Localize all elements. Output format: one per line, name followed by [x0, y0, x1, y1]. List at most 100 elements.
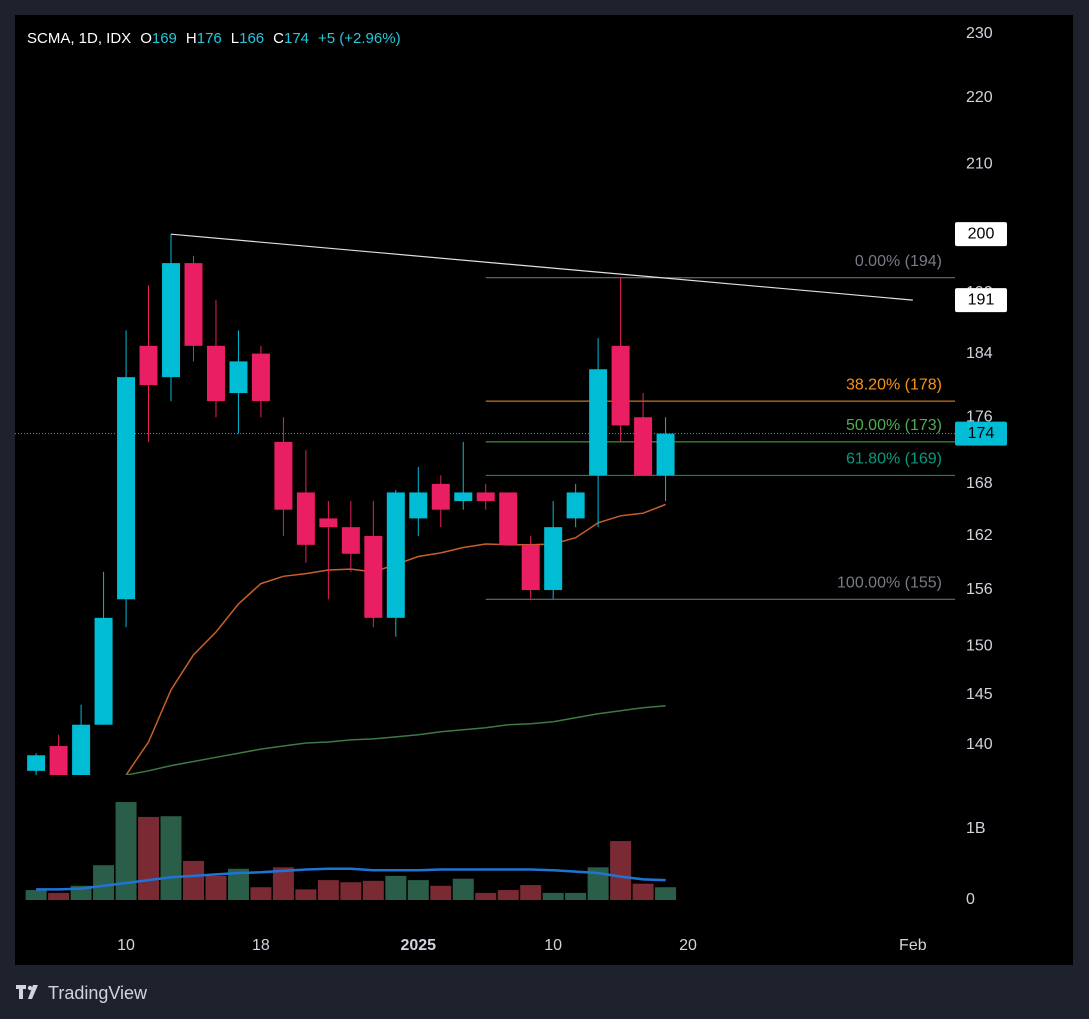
price-box-label: 191	[968, 291, 995, 308]
chart-header: SCMA, 1D, IDX O169 H176 L166 C174 +5 (+2.96%)	[27, 30, 401, 47]
volume-bar	[250, 887, 272, 900]
price-box	[955, 222, 1007, 247]
volume-bar	[205, 875, 227, 900]
legend-change: +5 (+2.96%)	[318, 30, 401, 47]
brand: TradingView	[48, 983, 148, 1003]
volume-bar	[25, 890, 47, 900]
y-tick-label: 162	[966, 527, 993, 544]
y-tick-label: 176	[966, 408, 993, 425]
volume-tick-label: 0	[966, 891, 975, 908]
legend-value: 176	[197, 30, 222, 47]
volume-bar	[362, 880, 384, 900]
candle-body	[27, 755, 46, 771]
chart-panel	[15, 15, 1073, 965]
volume-bar	[93, 865, 115, 900]
candle-body	[251, 353, 270, 402]
volume-bar	[655, 887, 677, 900]
trendline	[170, 233, 913, 301]
volume-bar	[385, 875, 407, 900]
volume-bar	[587, 867, 609, 900]
volume-bar	[475, 892, 497, 900]
x-tick-label: Feb	[899, 937, 927, 954]
candle-body	[409, 492, 428, 519]
price-pane: 0.00% (194) 38.20% (178) 50.00% (173) 61.80…	[15, 233, 955, 775]
y-tick-label: 210	[966, 156, 993, 173]
volume-bar	[497, 890, 519, 900]
candle-body	[139, 345, 158, 386]
candle-body	[229, 361, 248, 394]
candle-body	[611, 345, 630, 426]
fib-label: 61.80% (169)	[846, 451, 942, 468]
candle-body	[341, 527, 360, 554]
x-tick-label: 20	[679, 937, 697, 954]
y-tick-label: 220	[966, 89, 993, 106]
legend-label: L	[231, 30, 239, 47]
volume-bar	[340, 882, 362, 900]
candle-body	[49, 746, 68, 775]
y-tick-label: 156	[966, 581, 993, 598]
volume-bar	[452, 878, 474, 900]
volume-bar	[520, 885, 542, 900]
candle-body	[296, 492, 315, 545]
legend-value: 174	[284, 30, 309, 47]
overlay-layer: 1401451501561621681761841922102202301018…	[27, 25, 1007, 954]
candle-body	[364, 535, 383, 618]
volume-bar	[610, 841, 632, 900]
symbol: SCMA, 1D, IDX	[27, 30, 131, 47]
moving-average	[125, 704, 666, 775]
x-tick-label: 18	[252, 937, 270, 954]
price-box-label: 200	[968, 225, 995, 242]
fib-label: 50.00% (173)	[846, 417, 942, 434]
brand-logo	[16, 985, 38, 999]
candle-body	[521, 544, 540, 591]
candle-body	[72, 724, 91, 775]
price-box	[955, 288, 1007, 313]
x-tick-label: 10	[117, 937, 135, 954]
candle-body	[566, 492, 585, 519]
volume-bar	[138, 816, 160, 900]
candle-body	[544, 527, 563, 591]
candle-body	[634, 417, 653, 476]
volume-bar	[160, 816, 182, 900]
y-tick-label: 168	[966, 475, 993, 492]
legend-value: 169	[152, 30, 177, 47]
y-tick-label: 230	[966, 25, 993, 42]
candle-body	[184, 263, 203, 346]
volume-bar	[295, 889, 317, 900]
y-tick-label: 145	[966, 686, 993, 703]
fib-label: 0.00% (194)	[855, 253, 942, 270]
candle-body	[117, 377, 136, 600]
fib-label: 100.00% (155)	[837, 574, 942, 591]
volume-pane	[25, 802, 677, 900]
y-tick-label: 150	[966, 637, 993, 654]
candle-body	[499, 492, 518, 545]
volume-tick-label: 1B	[966, 820, 986, 837]
candle-body	[319, 518, 338, 528]
candle-body	[589, 369, 608, 476]
candle-body	[386, 492, 405, 618]
candle-body	[162, 263, 181, 378]
volume-bar	[565, 892, 587, 900]
volume-bar	[115, 802, 137, 900]
price-box	[955, 421, 1007, 446]
legend-value: 166	[239, 30, 264, 47]
candle-body	[431, 483, 450, 510]
volume-bar	[48, 892, 70, 900]
volume-bar	[542, 892, 564, 900]
fib-label: 38.20% (178)	[846, 376, 942, 393]
x-tick-label: 10	[544, 937, 562, 954]
x-tick-label: 2025	[400, 937, 436, 954]
volume-bar	[632, 883, 654, 900]
volume-bar	[272, 867, 294, 900]
candle-body	[656, 433, 675, 476]
candle-body	[476, 492, 495, 502]
legend-label: H	[186, 30, 197, 47]
candle-body	[94, 617, 113, 725]
volume-ma	[36, 867, 666, 891]
price-box-label: 174	[968, 425, 995, 442]
candle-body	[454, 492, 473, 502]
y-tick-label: 184	[966, 345, 993, 362]
volume-bar	[430, 885, 452, 900]
candle-body	[274, 441, 293, 510]
